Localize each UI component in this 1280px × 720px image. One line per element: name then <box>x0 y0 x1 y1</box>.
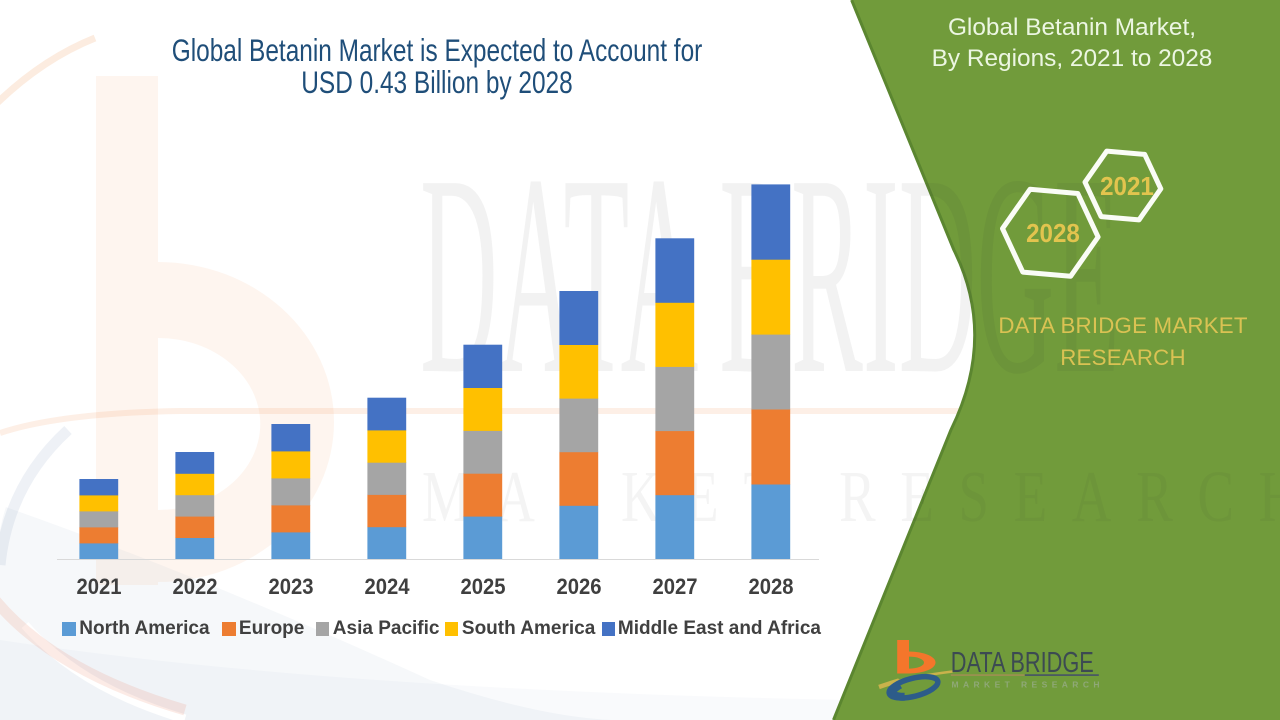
svg-text:2021: 2021 <box>1100 172 1154 201</box>
svg-text:2028: 2028 <box>1026 219 1080 248</box>
svg-text:MARKET RESEARCH: MARKET RESEARCH <box>952 680 1104 690</box>
svg-text:DATA BRIDGE: DATA BRIDGE <box>951 647 1094 679</box>
